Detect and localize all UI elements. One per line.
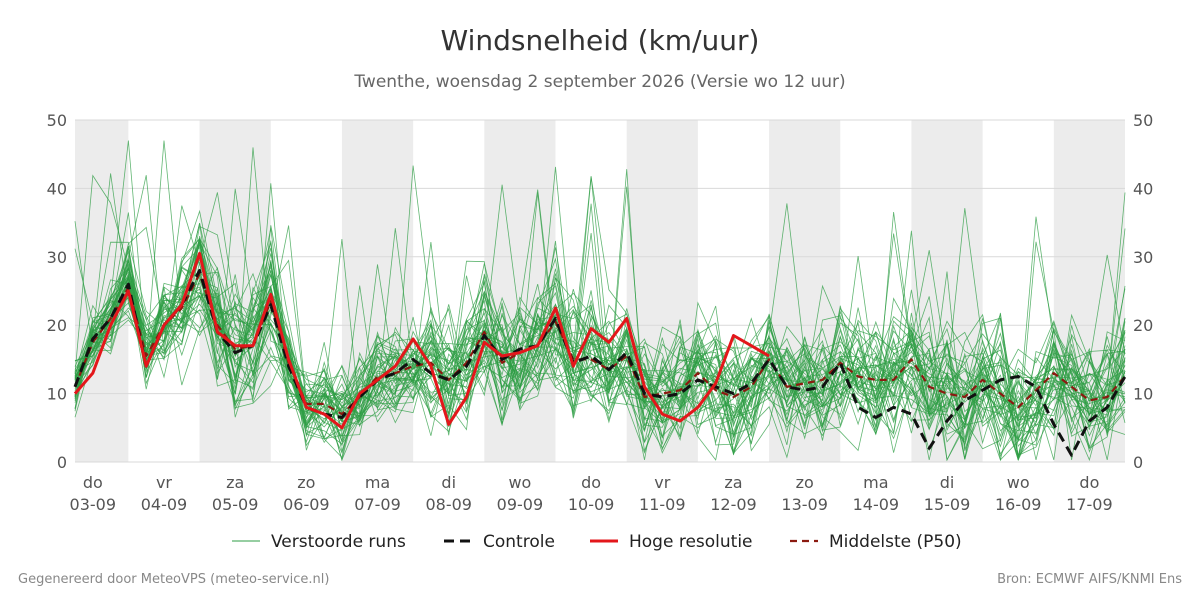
main-series	[73, 251, 1127, 457]
chart-subtitle: Twenthe, woensdag 2 september 2026 (Vers…	[354, 72, 846, 92]
x-tick-date-label: 06-09	[283, 495, 330, 514]
y-tick-label-left: 40	[47, 179, 67, 198]
x-tick-date-label: 11-09	[639, 495, 686, 514]
x-tick-date-label: 17-09	[1066, 495, 1113, 514]
y-tick-label-left: 20	[47, 316, 67, 335]
series-line-hires	[73, 251, 770, 430]
ensemble-run-line	[74, 169, 1126, 462]
ensemble-run-line	[74, 261, 1126, 459]
x-tick-day-label: do	[1079, 473, 1099, 492]
chart-title: Windsnelheid (km/uur)	[440, 24, 760, 57]
ensemble-run-line	[74, 173, 1126, 449]
x-tick-day-label: do	[83, 473, 103, 492]
legend-label-ensemble: Verstoorde runs	[271, 532, 406, 552]
ensemble-run-line	[74, 232, 1126, 461]
x-tick-date-label: 07-09	[354, 495, 401, 514]
y-tick-label-right: 30	[1133, 248, 1153, 267]
legend: Verstoorde runs Controle Hoge resolutie Mid…	[232, 532, 962, 552]
y-tick-label-right: 10	[1133, 385, 1153, 404]
x-tick-day-label: do	[581, 473, 601, 492]
x-tick-date-label: 03-09	[70, 495, 117, 514]
ensemble-run-line	[74, 225, 1126, 454]
x-tick-date-label: 05-09	[212, 495, 259, 514]
x-tick-day-label: vr	[654, 473, 670, 492]
ensemble-run-line	[74, 147, 1126, 454]
legend-label-median: Middelste (P50)	[829, 532, 962, 552]
ensemble-run-line	[74, 240, 1126, 451]
ensemble-runs	[74, 140, 1126, 462]
x-tick-date-label: 04-09	[141, 495, 188, 514]
ensemble-run-line	[74, 267, 1126, 462]
x-tick-date-label: 08-09	[425, 495, 472, 514]
day-shade-band	[1053, 120, 1125, 462]
y-tick-label-right: 0	[1133, 453, 1143, 472]
ensemble-run-line	[74, 228, 1126, 458]
x-tick-day-label: wo	[1007, 473, 1030, 492]
x-tick-day-label: vr	[156, 473, 172, 492]
x-tick-date-label: 14-09	[853, 495, 900, 514]
ensemble-run-line	[74, 212, 1126, 462]
y-tick-label-left: 0	[57, 453, 67, 472]
y-tick-label-left: 10	[47, 385, 67, 404]
x-tick-day-label: za	[226, 473, 244, 492]
legend-label-hires: Hoge resolutie	[629, 532, 753, 552]
x-tick-day-label: ma	[863, 473, 888, 492]
x-tick-day-label: ma	[365, 473, 390, 492]
day-shade-band	[484, 120, 556, 462]
ensemble-run-line	[74, 238, 1126, 462]
axis-labels: 0 0 10 10 20 20 30 30 40 40 50 50 do 03-09 vr 04-09 za 05…	[47, 111, 1154, 514]
ensemble-run-line	[74, 241, 1126, 459]
x-tick-date-label: 10-09	[568, 495, 615, 514]
y-tick-label-left: 30	[47, 248, 67, 267]
x-tick-day-label: zo	[297, 473, 315, 492]
x-tick-date-label: 16-09	[995, 495, 1042, 514]
footer-source: Bron: ECMWF AIFS/KNMI Ens	[997, 572, 1182, 587]
x-tick-day-label: di	[940, 473, 955, 492]
x-tick-date-label: 12-09	[710, 495, 757, 514]
x-tick-date-label: 09-09	[497, 495, 544, 514]
y-tick-label-right: 40	[1133, 179, 1153, 198]
y-tick-label-right: 50	[1133, 111, 1153, 130]
x-tick-date-label: 13-09	[781, 495, 828, 514]
x-tick-day-label: zo	[796, 473, 814, 492]
x-tick-day-label: wo	[508, 473, 531, 492]
x-tick-date-label: 15-09	[924, 495, 971, 514]
x-tick-day-label: di	[441, 473, 456, 492]
footer-generated-by: Gegenereerd door MeteoVPS (meteo-service…	[18, 572, 330, 587]
legend-label-control: Controle	[483, 532, 555, 552]
x-tick-day-label: za	[724, 473, 742, 492]
y-tick-label-left: 50	[47, 111, 67, 130]
y-tick-label-right: 20	[1133, 316, 1153, 335]
